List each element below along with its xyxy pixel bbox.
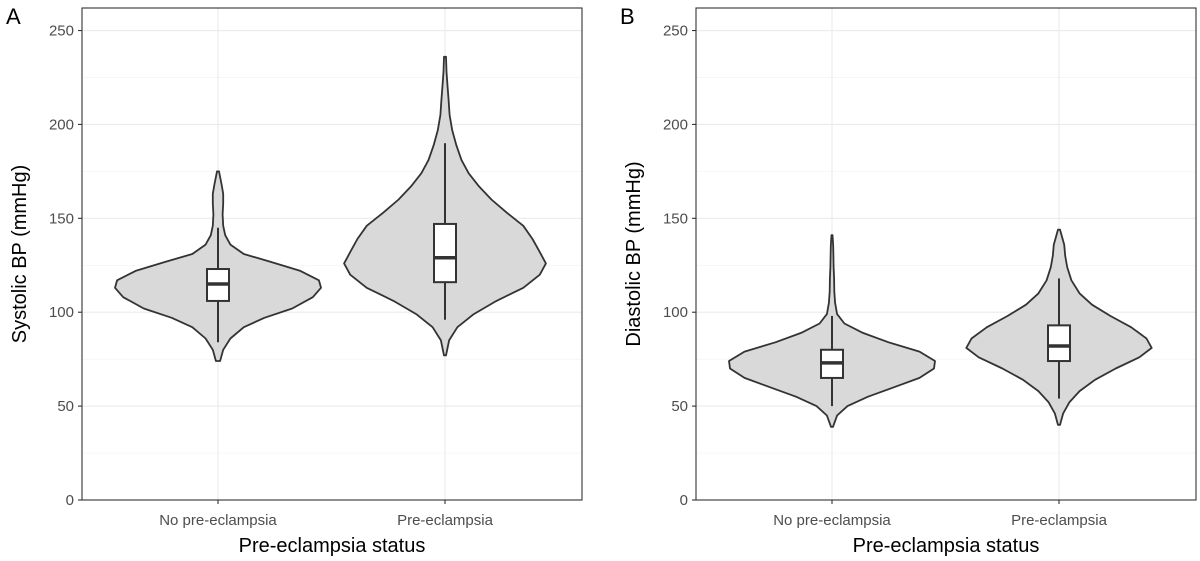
y-tick-label: 50 — [671, 398, 688, 415]
panel-a-label: A — [6, 4, 21, 29]
y-tick-label: 200 — [49, 116, 74, 133]
y-tick-label: 0 — [66, 492, 74, 509]
x-tick-label: Pre-eclampsia — [397, 512, 494, 529]
y-tick-label: 200 — [663, 116, 688, 133]
x-tick-label: Pre-eclampsia — [1011, 512, 1108, 529]
iqr-box — [433, 222, 457, 284]
panel-a-border — [81, 7, 583, 501]
y-tick-label: 250 — [49, 23, 74, 40]
panel-b-diastolic: B 0 50 100 150 200 250 No pre-eclampsia Pre-ecl… — [620, 4, 1197, 557]
y-tick-label: 100 — [663, 304, 688, 321]
x-tick-label: No pre-eclampsia — [159, 512, 277, 529]
panel-b-y-axis-title: Diastolic BP (mmHg) — [623, 161, 645, 346]
y-tick-label: 100 — [49, 304, 74, 321]
y-tick-label: 50 — [57, 398, 74, 415]
panel-a-systolic: A 0 50 100 150 200 250 No pre-eclampsia Pre-ecl… — [6, 4, 583, 557]
panel-b-violins — [728, 228, 1153, 428]
y-tick-label: 250 — [663, 23, 688, 40]
panel-b-label: B — [620, 4, 635, 29]
panel-b-border — [695, 7, 1197, 501]
panel-b-x-axis-title: Pre-eclampsia status — [853, 535, 1040, 557]
y-tick-label: 150 — [663, 210, 688, 227]
panel-a-x-axis-title: Pre-eclampsia status — [239, 535, 426, 557]
x-tick-label: No pre-eclampsia — [773, 512, 891, 529]
panel-a-ticks: 0 50 100 150 200 250 No pre-eclampsia Pre-eclam… — [49, 23, 494, 529]
panel-a-violins — [114, 55, 547, 362]
panel-b-grid — [696, 8, 1196, 501]
panel-b-ticks: 0 50 100 150 200 250 No pre-eclampsia Pre-eclam… — [663, 23, 1108, 529]
panel-a-y-axis-title: Systolic BP (mmHg) — [9, 165, 31, 344]
iqr-box — [1047, 324, 1071, 363]
y-tick-label: 0 — [680, 492, 688, 509]
y-tick-label: 150 — [49, 210, 74, 227]
